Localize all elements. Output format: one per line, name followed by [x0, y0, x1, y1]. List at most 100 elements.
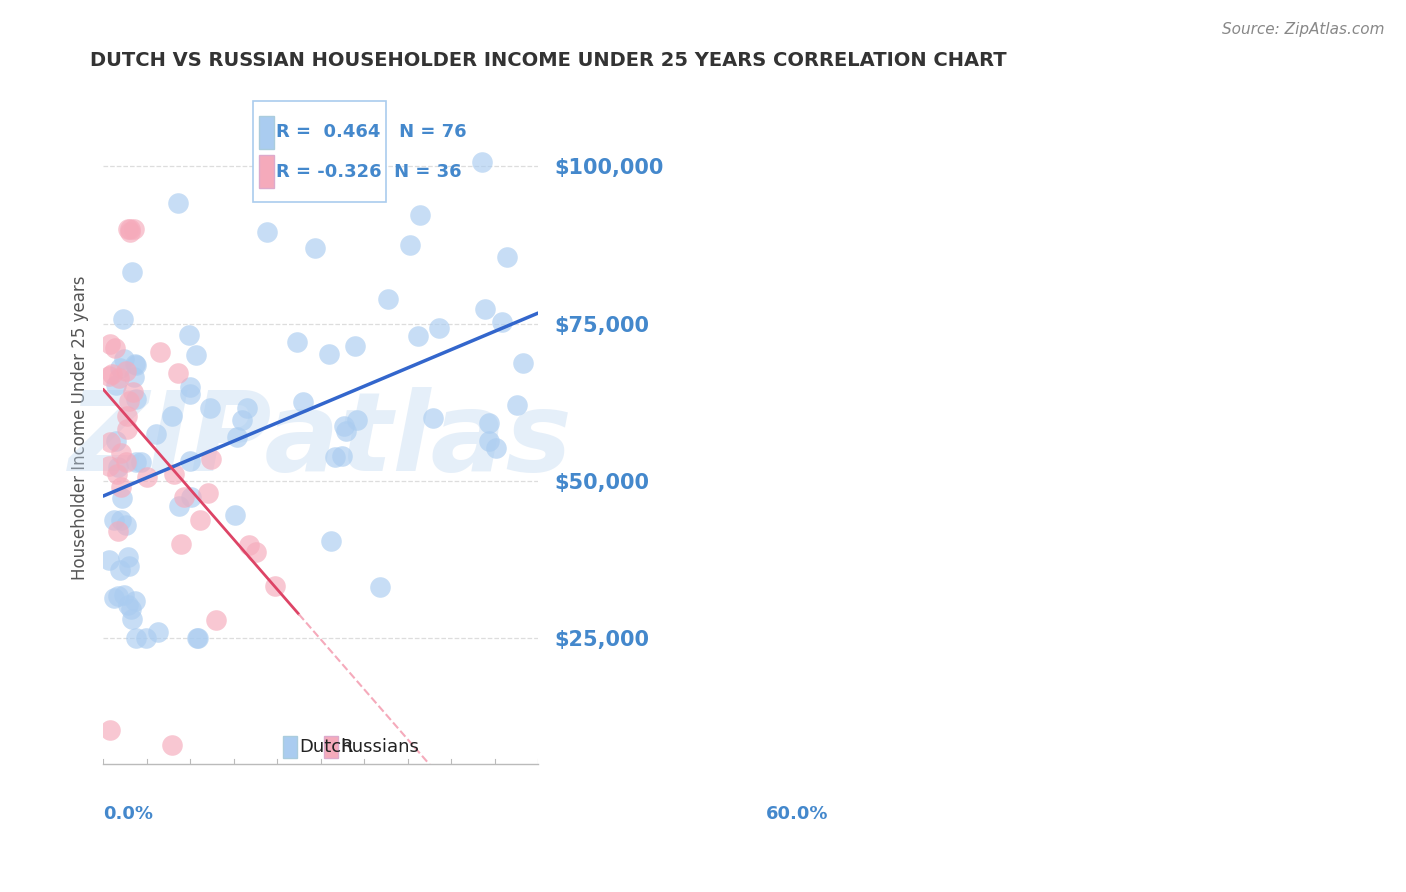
Text: Russians: Russians	[340, 738, 419, 756]
Point	[117, 409, 139, 424]
Point	[169, 536, 191, 550]
Point	[187, 632, 209, 646]
Point	[179, 387, 201, 401]
Point	[135, 632, 157, 646]
Text: R = -0.326  N = 36: R = -0.326 N = 36	[276, 162, 461, 180]
Point	[333, 418, 356, 433]
Point	[111, 311, 134, 326]
Text: ZIPatlas: ZIPatlas	[69, 387, 572, 494]
Point	[98, 435, 121, 450]
Point	[318, 346, 340, 360]
Point	[117, 549, 139, 564]
Point	[330, 449, 353, 463]
FancyBboxPatch shape	[259, 116, 274, 149]
Point	[188, 512, 211, 526]
Point	[104, 341, 127, 355]
Point	[167, 366, 190, 380]
Point	[110, 513, 132, 527]
Point	[121, 384, 143, 399]
Point	[114, 364, 136, 378]
Point	[98, 337, 121, 351]
Point	[256, 225, 278, 239]
Point	[103, 591, 125, 605]
Point	[167, 195, 190, 210]
Text: Source: ZipAtlas.com: Source: ZipAtlas.com	[1222, 22, 1385, 37]
Point	[111, 491, 134, 505]
Point	[112, 588, 135, 602]
Point	[291, 395, 314, 409]
Point	[335, 424, 357, 438]
Point	[115, 517, 138, 532]
Point	[304, 241, 326, 255]
Point	[125, 392, 148, 406]
Point	[117, 598, 139, 612]
Point	[474, 301, 496, 316]
Point	[179, 454, 201, 468]
Point	[167, 499, 190, 513]
Point	[149, 345, 172, 359]
Point	[105, 467, 128, 481]
Point	[110, 563, 132, 577]
Point	[124, 358, 146, 372]
Point	[478, 416, 501, 430]
Point	[343, 339, 366, 353]
Point	[231, 413, 253, 427]
Point	[512, 356, 534, 370]
Point	[107, 589, 129, 603]
Point	[107, 370, 129, 384]
FancyBboxPatch shape	[259, 155, 274, 188]
Point	[491, 316, 513, 330]
Point	[163, 467, 186, 481]
Point	[122, 369, 145, 384]
Point	[117, 422, 139, 436]
Text: R =  0.464   N = 76: R = 0.464 N = 76	[276, 123, 467, 141]
FancyBboxPatch shape	[323, 736, 337, 757]
Point	[198, 401, 221, 416]
Point	[107, 460, 129, 475]
Point	[506, 398, 529, 412]
Point	[226, 430, 249, 444]
Y-axis label: Householder Income Under 25 years: Householder Income Under 25 years	[72, 276, 89, 580]
Point	[124, 455, 146, 469]
Point	[200, 451, 222, 466]
Point	[422, 411, 444, 425]
Point	[97, 368, 120, 383]
Point	[186, 632, 208, 646]
Point	[346, 413, 368, 427]
Point	[97, 458, 120, 473]
Point	[124, 594, 146, 608]
Point	[136, 469, 159, 483]
Point	[117, 222, 139, 236]
Point	[121, 265, 143, 279]
Point	[101, 367, 124, 381]
Point	[117, 394, 139, 409]
Point	[235, 401, 257, 416]
Point	[398, 237, 420, 252]
FancyBboxPatch shape	[253, 101, 385, 202]
Point	[427, 321, 450, 335]
Point	[368, 580, 391, 594]
Point	[148, 625, 170, 640]
Point	[125, 632, 148, 646]
Text: Dutch: Dutch	[299, 738, 353, 756]
Point	[377, 292, 399, 306]
Point	[122, 222, 145, 236]
Point	[197, 486, 219, 500]
Point	[245, 545, 267, 559]
Text: 60.0%: 60.0%	[765, 805, 828, 822]
Point	[179, 380, 201, 394]
Point	[184, 348, 207, 362]
FancyBboxPatch shape	[283, 736, 297, 757]
Point	[98, 553, 121, 567]
Point	[224, 508, 246, 522]
Point	[124, 357, 146, 371]
Point	[129, 455, 152, 469]
Point	[145, 427, 167, 442]
Text: 0.0%: 0.0%	[103, 805, 153, 822]
Text: DUTCH VS RUSSIAN HOUSEHOLDER INCOME UNDER 25 YEARS CORRELATION CHART: DUTCH VS RUSSIAN HOUSEHOLDER INCOME UNDE…	[90, 51, 1007, 70]
Point	[478, 434, 501, 448]
Point	[160, 739, 183, 753]
Point	[319, 533, 342, 548]
Point	[263, 579, 285, 593]
Point	[121, 612, 143, 626]
